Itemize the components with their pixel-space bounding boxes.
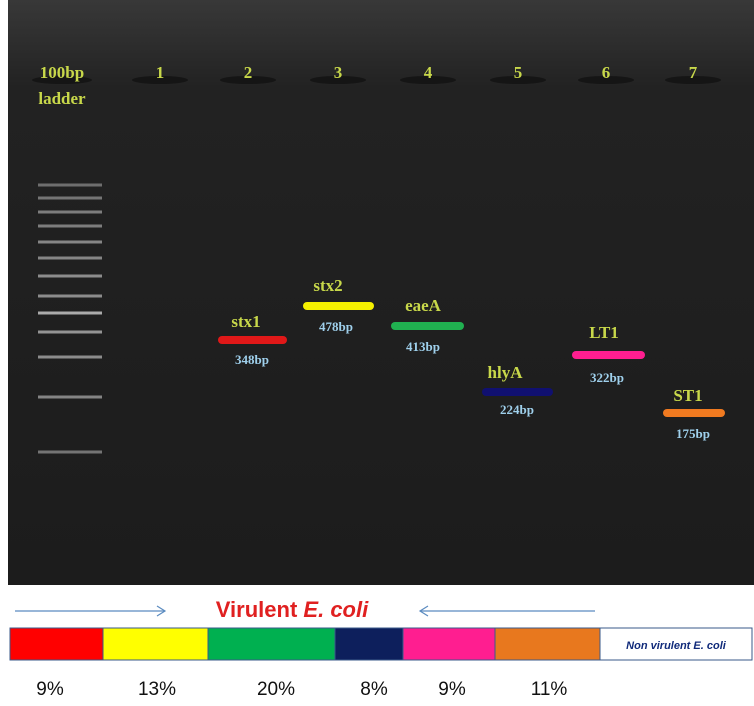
lane-label: 100bp	[40, 63, 84, 82]
size-label: 322bp	[590, 370, 624, 385]
gene-label: ST1	[673, 386, 702, 405]
lane-label: 2	[244, 63, 253, 82]
ladder	[38, 183, 102, 454]
percentage: 13%	[138, 679, 176, 700]
gene-label: hlyA	[488, 363, 524, 382]
legend-title: Virulent E. coli	[216, 597, 369, 622]
non-virulent-italic: E. coli	[693, 640, 726, 652]
gene-label: stx2	[313, 276, 342, 295]
lane-label: 6	[602, 63, 611, 82]
wells	[32, 76, 721, 84]
lane-label: 4	[424, 63, 433, 82]
lane-label: 7	[689, 63, 698, 82]
size-label: 478bp	[319, 319, 353, 334]
percentage: 20%	[257, 679, 295, 700]
gene-label: eaeA	[405, 296, 442, 315]
percentage: 11%	[531, 679, 568, 700]
arrows	[15, 605, 595, 617]
lane-label: 5	[514, 63, 523, 82]
size-label: 348bp	[235, 352, 269, 367]
legend-title-text: Virulent	[216, 597, 298, 622]
lane-sublabel: ladder	[38, 89, 86, 108]
size-label: 224bp	[500, 402, 534, 417]
size-label: 175bp	[676, 426, 710, 441]
non-virulent-text: Non virulent	[626, 640, 692, 652]
gel	[8, 0, 754, 585]
gene-label: stx1	[231, 312, 260, 331]
gene-label: LT1	[589, 323, 619, 342]
percentage: 9%	[36, 679, 64, 700]
bands	[218, 302, 725, 417]
color-strip	[9, 627, 753, 661]
size-label: 413bp	[406, 339, 440, 354]
lane-label: 1	[156, 63, 165, 82]
non-virulent-label: Non virulent E. coli	[626, 640, 727, 652]
legend-title-italic: E. coli	[303, 597, 369, 622]
lane-label: 3	[334, 63, 343, 82]
percentage: 9%	[438, 679, 466, 700]
percentage: 8%	[360, 679, 388, 700]
